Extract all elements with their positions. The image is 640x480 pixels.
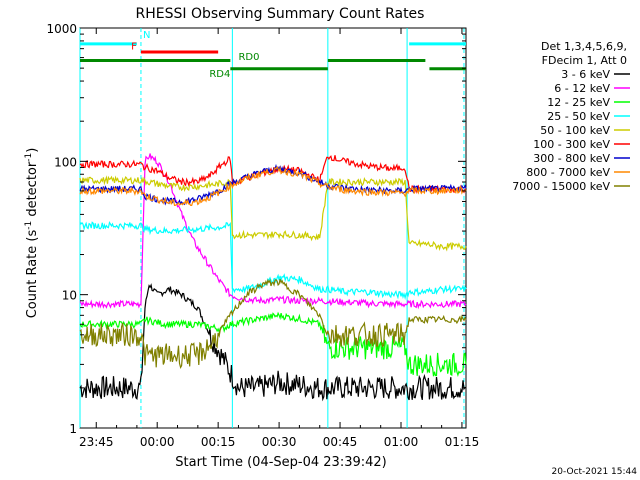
state-label-rd4: RD4	[209, 69, 230, 80]
x-tick-label-0: 23:45	[79, 435, 114, 449]
legend-label-1: 6 - 12 keV	[554, 82, 610, 95]
x-tick-label-3: 00:30	[262, 435, 297, 449]
y-axis-label-sup2: -1	[24, 153, 34, 162]
state-bars: NF RD0 RD4	[80, 30, 466, 80]
x-axis: 23:45 00:00 00:15 00:30 00:45 01:00 01:15	[79, 28, 479, 449]
legend-header-1: Det 1,3,4,5,6,9,	[541, 40, 627, 53]
x-tick-label-1: 00:00	[140, 435, 175, 449]
footer-timestamp: 20-Oct-2021 15:44	[552, 467, 638, 477]
y-tick-label-3: 1000	[46, 22, 77, 36]
y-axis: 1 10 100 1000	[46, 22, 466, 436]
x-tick-label-5: 01:00	[384, 435, 419, 449]
mode-change-lines	[79, 28, 465, 428]
y-axis-label-mid: detector	[25, 161, 40, 221]
chart-title: RHESSI Observing Summary Count Rates	[136, 6, 425, 22]
y-axis-label-main: Count Rate (s	[25, 230, 40, 319]
legend-label-0: 3 - 6 keV	[561, 68, 610, 81]
legend-label-2: 12 - 25 keV	[547, 96, 610, 109]
x-tick-label-2: 00:15	[201, 435, 236, 449]
series-lines	[79, 153, 467, 402]
state-label-n: N	[143, 30, 150, 41]
series-line-1	[79, 153, 467, 310]
y-axis-label-sup1: -1	[24, 221, 34, 230]
legend-label-5: 100 - 300 keV	[533, 138, 610, 151]
legend-label-4: 50 - 100 keV	[540, 124, 610, 137]
legend-label-6: 300 - 800 keV	[533, 152, 610, 165]
legend-label-7: 800 - 7000 keV	[526, 166, 610, 179]
legend-header-2: FDecim 1, Att 0	[542, 54, 627, 67]
series-line-4	[79, 175, 467, 252]
x-tick-label-6: 01:15	[445, 435, 480, 449]
state-label-f: F	[131, 41, 137, 52]
y-tick-label-0: 1	[69, 422, 77, 436]
y-tick-label-2: 100	[54, 155, 77, 169]
plot-area: NF RD0 RD4 23:45 00:00 00:15 00:30 00:45 01:00 0…	[46, 22, 479, 449]
legend: Det 1,3,4,5,6,9, FDecim 1, Att 0 3 - 6 k…	[512, 40, 630, 193]
y-tick-label-1: 10	[62, 289, 77, 303]
x-tick-label-4: 00:45	[323, 435, 358, 449]
series-line-8	[79, 278, 467, 369]
series-line-7	[79, 166, 467, 207]
state-label-rd0: RD0	[238, 52, 259, 63]
legend-label-3: 25 - 50 keV	[547, 110, 610, 123]
series-line-2	[79, 311, 467, 378]
x-axis-label: Start Time (04-Sep-04 23:39:42)	[175, 455, 386, 470]
legend-label-8: 7000 - 15000 keV	[512, 180, 610, 193]
y-axis-label-end: )	[25, 148, 40, 153]
y-axis-label: Count Rate (s-1 detector-1)	[24, 148, 40, 319]
